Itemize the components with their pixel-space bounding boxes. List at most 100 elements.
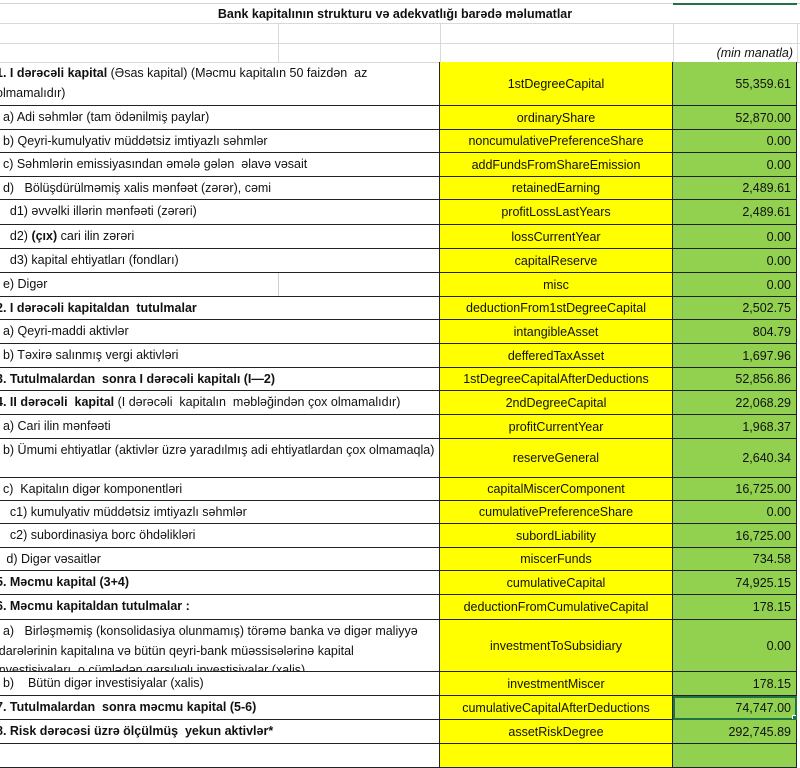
- label-cell[interactable]: d) Digər vəsaitlər: [0, 548, 440, 571]
- label-cell[interactable]: c) Səhmlərin emissiyasından əmələ gələn …: [0, 153, 440, 177]
- value-cell[interactable]: 2,489.61: [673, 177, 797, 200]
- field-name-cell[interactable]: profitCurrentYear: [440, 415, 673, 439]
- label-cell[interactable]: d1) əvvəlki illərin mənfəəti (zərəri): [0, 200, 440, 225]
- column-header-edge: [0, 0, 800, 4]
- value-cell[interactable]: 0.00: [673, 225, 797, 249]
- label-cell[interactable]: 2. I dərəcəli kapitaldan tutulmalar: [0, 297, 440, 320]
- value-cell[interactable]: 0.00: [673, 501, 797, 524]
- value-text: 178.15: [752, 676, 791, 691]
- field-name-cell[interactable]: retainedEarning: [440, 177, 673, 200]
- label-text: d2) (çıx) cari ilin zərəri: [0, 225, 435, 247]
- field-name-cell[interactable]: 2ndDegreeCapital: [440, 391, 673, 415]
- field-name-cell[interactable]: subordLiability: [440, 524, 673, 548]
- label-cell[interactable]: c) Kapitalın digər komponentləri: [0, 478, 440, 501]
- label-cell[interactable]: 7. Tutulmalardan sonra məcmu kapital (5-…: [0, 696, 440, 720]
- label-cell[interactable]: 6. Məcmu kapitaldan tutulmalar :: [0, 595, 440, 620]
- label-cell[interactable]: 5. Məcmu kapital (3+4): [0, 571, 440, 595]
- label-text: a) Adi səhmlər (tam ödənilmiş paylar): [0, 106, 435, 128]
- value-cell[interactable]: 0.00: [673, 620, 797, 672]
- field-name-cell[interactable]: addFundsFromShareEmission: [440, 153, 673, 177]
- table-row: d1) əvvəlki illərin mənfəəti (zərəri) pro…: [0, 200, 800, 225]
- field-name-cell[interactable]: investmentToSubsidiary: [440, 620, 673, 672]
- label-part: b) Bütün digər investisiyalar (xalis): [0, 676, 204, 690]
- value-cell[interactable]: 0.00: [673, 153, 797, 177]
- value-cell[interactable]: 16,725.00: [673, 478, 797, 501]
- value-cell[interactable]: 0.00: [673, 130, 797, 153]
- value-cell[interactable]: 0.00: [673, 249, 797, 273]
- value-cell[interactable]: 74,925.15: [673, 571, 797, 595]
- label-text: e) Digər: [0, 273, 435, 295]
- unit-note[interactable]: (min manatla): [716, 46, 793, 60]
- label-cell[interactable]: b) Bütün digər investisiyalar (xalis): [0, 672, 440, 696]
- field-name-cell[interactable]: 1stDegreeCapital: [440, 62, 673, 106]
- value-cell[interactable]: 2,489.61: [673, 200, 797, 225]
- label-cell[interactable]: d2) (çıx) cari ilin zərəri: [0, 225, 440, 249]
- label-text: d) Digər vəsaitlər: [0, 548, 435, 570]
- field-name-cell[interactable]: investmentMiscer: [440, 672, 673, 696]
- value-cell[interactable]: 22,068.29: [673, 391, 797, 415]
- label-text: 2. I dərəcəli kapitaldan tutulmalar: [0, 297, 435, 319]
- value-cell[interactable]: 2,502.75: [673, 297, 797, 320]
- label-part: a) Adi səhmlər (tam ödənilmiş paylar): [0, 110, 210, 124]
- field-name-cell[interactable]: defferedTaxAsset: [440, 344, 673, 368]
- value-cell[interactable]: 16,725.00: [673, 524, 797, 548]
- value-cell[interactable]: 1,968.37: [673, 415, 797, 439]
- field-name-cell[interactable]: cumulativeCapitalAfterDeductions: [440, 696, 673, 720]
- value-cell[interactable]: 0.00: [673, 273, 797, 297]
- selected-column-marker: [673, 0, 797, 5]
- field-name-cell[interactable]: capitalReserve: [440, 249, 673, 273]
- table-row: a) Adi səhmlər (tam ödənilmiş paylar) ord…: [0, 106, 800, 130]
- label-cell[interactable]: b) Qeyri-kumulyativ müddətsiz imtiyazlı …: [0, 130, 440, 153]
- field-name-cell[interactable]: cumulativePreferenceShare: [440, 501, 673, 524]
- label-text: a) Cari ilin mənfəəti: [0, 415, 435, 437]
- field-name-cell[interactable]: misc: [440, 273, 673, 297]
- label-cell[interactable]: c2) subordinasiya borc öhdəlikləri: [0, 524, 440, 548]
- label-cell[interactable]: e) Digər: [0, 273, 440, 297]
- label-cell[interactable]: 3. Tutulmalardan sonra I dərəcəli kapita…: [0, 368, 440, 391]
- label-cell[interactable]: 8. Risk dərəcəsi üzrə ölçülmüş yekun akt…: [0, 720, 440, 744]
- label-cell[interactable]: d3) kapital ehtiyatları (fondları): [0, 249, 440, 273]
- value-text: 22,068.29: [735, 395, 791, 410]
- label-cell[interactable]: d) Bölüşdürülməmiş xalis mənfəət (zərər)…: [0, 177, 440, 200]
- label-cell[interactable]: a) Adi səhmlər (tam ödənilmiş paylar): [0, 106, 440, 130]
- value-cell[interactable]: 292,745.89: [673, 720, 797, 744]
- field-name-cell[interactable]: capitalMiscerComponent: [440, 478, 673, 501]
- label-cell[interactable]: a) Birləşməmiş (konsolidasiya olunmamış)…: [0, 620, 440, 672]
- value-cell[interactable]: 1,697.96: [673, 344, 797, 368]
- value-cell[interactable]: 178.15: [673, 672, 797, 696]
- field-name-cell[interactable]: noncumulativePreferenceShare: [440, 130, 673, 153]
- field-name-cell[interactable]: cumulativeCapital: [440, 571, 673, 595]
- label-cell[interactable]: c1) kumulyativ müddətsiz imtiyazlı səhml…: [0, 501, 440, 524]
- value-cell[interactable]: 55,359.61: [673, 62, 797, 106]
- field-name-cell[interactable]: intangibleAsset: [440, 320, 673, 344]
- field-name-cell[interactable]: deductionFrom1stDegreeCapital: [440, 297, 673, 320]
- field-name-cell[interactable]: reserveGeneral: [440, 439, 673, 478]
- label-part: 3. Tutulmalardan sonra I dərəcəli kapita…: [0, 372, 276, 386]
- field-name-cell[interactable]: 1stDegreeCapitalAfterDeductions: [440, 368, 673, 391]
- field-name-cell[interactable]: deductionFromCumulativeCapital: [440, 595, 673, 620]
- sheet-title[interactable]: Bank kapitalının strukturu və adekvatlığ…: [217, 7, 573, 21]
- field-name-cell[interactable]: assetRiskDegree: [440, 720, 673, 744]
- label-part: c1) kumulyativ müddətsiz imtiyazlı səhml…: [0, 505, 247, 519]
- value-cell[interactable]: 2,640.34: [673, 439, 797, 478]
- label-cell[interactable]: 4. II dərəcəli kapital (I dərəcəli kapit…: [0, 391, 440, 415]
- value-cell[interactable]: 178.15: [673, 595, 797, 620]
- fill-handle[interactable]: [792, 715, 796, 719]
- value-cell[interactable]: 52,856.86: [673, 368, 797, 391]
- label-part: (Əsas kapital) (Məcmu kapitalın 50 faizd…: [0, 66, 371, 100]
- label-cell[interactable]: a) Cari ilin mənfəəti: [0, 415, 440, 439]
- label-cell[interactable]: a) Qeyri-maddi aktivlər: [0, 320, 440, 344]
- field-name-cell[interactable]: ordinaryShare: [440, 106, 673, 130]
- value-cell[interactable]: 734.58: [673, 548, 797, 571]
- label-cell[interactable]: 1. I dərəcəli kapital (Əsas kapital) (Mə…: [0, 62, 440, 106]
- value-cell[interactable]: 804.79: [673, 320, 797, 344]
- field-name-cell[interactable]: profitLossLastYears: [440, 200, 673, 225]
- value-cell[interactable]: 52,870.00: [673, 106, 797, 130]
- label-part: d2): [9, 229, 28, 243]
- value-cell-selected[interactable]: 74,747.00: [673, 696, 797, 720]
- label-part: d) Digər vəsaitlər: [0, 552, 101, 566]
- field-name-cell[interactable]: miscerFunds: [440, 548, 673, 571]
- label-cell[interactable]: b) Ümumi ehtiyatlar (aktivlər üzrə yarad…: [0, 439, 440, 478]
- field-name-cell[interactable]: lossCurrentYear: [440, 225, 673, 249]
- label-cell[interactable]: b) Təxirə salınmış vergi aktivləri: [0, 344, 440, 368]
